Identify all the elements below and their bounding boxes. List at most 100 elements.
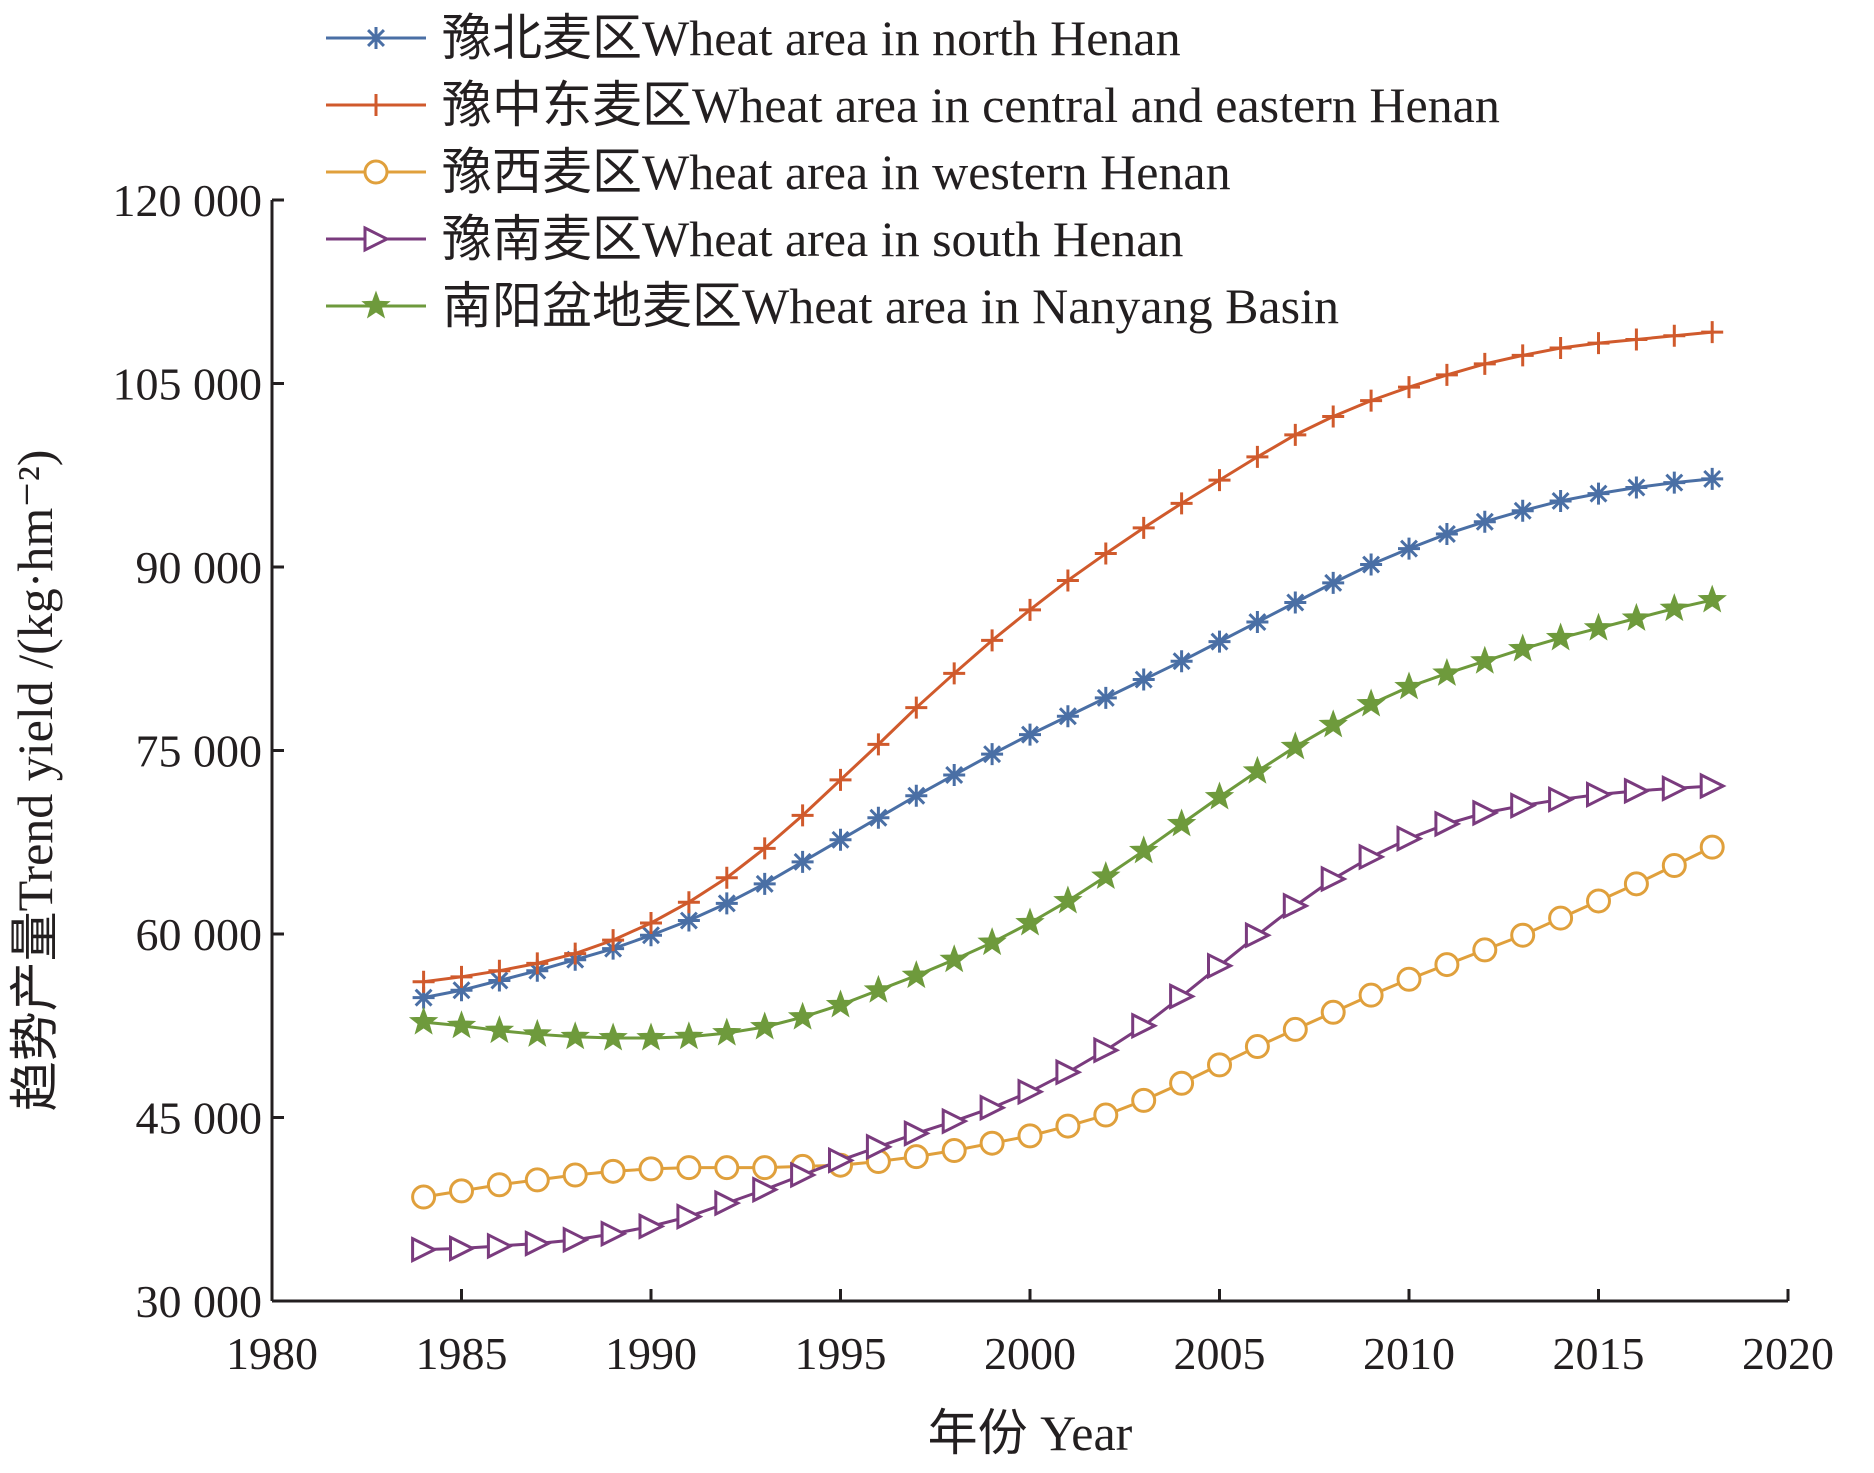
data-point	[1545, 622, 1576, 651]
data-point	[1166, 808, 1197, 837]
data-point	[636, 1022, 666, 1051]
data-point	[1246, 445, 1269, 468]
data-point	[1398, 537, 1420, 560]
x-tick-label: 2005	[1174, 1328, 1266, 1379]
data-point	[1548, 786, 1575, 813]
data-point	[1701, 321, 1724, 344]
data-point	[1356, 688, 1386, 717]
legend-item: 豫西麦区Wheat area in western Henan	[326, 144, 1231, 200]
data-point	[600, 1220, 628, 1248]
data-point	[1360, 553, 1383, 576]
data-point	[752, 1155, 778, 1181]
data-point	[562, 1226, 590, 1254]
series-2	[412, 321, 1724, 993]
data-point	[600, 1158, 626, 1184]
data-point	[1207, 952, 1234, 980]
data-point	[1398, 376, 1420, 399]
data-point	[867, 733, 890, 756]
data-point	[1091, 861, 1121, 890]
data-point	[1697, 584, 1727, 613]
data-point	[714, 1155, 740, 1181]
y-tick-label: 30 000	[136, 1276, 263, 1327]
data-point	[1586, 781, 1613, 808]
legend-item: 豫南麦区Wheat area in south Henan	[326, 211, 1183, 267]
data-point	[1204, 781, 1235, 810]
data-point	[1094, 686, 1117, 709]
y-tick-label: 105 000	[113, 359, 263, 410]
data-point	[1017, 1123, 1043, 1149]
y-axis-title: 趋势产量Trend yield /(kg·hm⁻²)	[7, 450, 63, 1112]
data-point	[449, 1178, 474, 1204]
data-point	[905, 784, 928, 807]
data-point	[598, 1022, 628, 1051]
data-point	[602, 929, 625, 952]
data-point	[1661, 852, 1687, 878]
data-point	[1358, 843, 1386, 871]
data-point	[829, 828, 852, 851]
data-point	[1131, 1012, 1159, 1040]
data-point	[829, 768, 852, 791]
data-point	[753, 872, 776, 895]
data-point	[1511, 499, 1534, 522]
data-point	[1056, 705, 1079, 728]
data-point	[1623, 777, 1651, 805]
data-point	[1470, 645, 1500, 674]
data-point	[1510, 922, 1536, 948]
data-point	[903, 1119, 931, 1147]
data-point	[1282, 892, 1310, 920]
data-point	[1208, 469, 1231, 492]
y-axis-ticks: 30 000 45 000 60 000 75 000 90 000 105 000 120…	[113, 175, 284, 1327]
data-point	[1280, 731, 1310, 760]
data-point	[1511, 344, 1534, 367]
data-point	[1587, 332, 1610, 355]
data-point	[1131, 1087, 1157, 1113]
data-point	[674, 1021, 704, 1050]
data-point	[1435, 363, 1458, 386]
series-line	[423, 598, 1713, 1040]
data-point	[981, 629, 1004, 652]
data-point	[1244, 1034, 1270, 1060]
data-point	[1699, 834, 1725, 860]
legend-marker	[363, 159, 389, 185]
data-point	[1053, 885, 1083, 914]
data-point	[1473, 510, 1496, 533]
data-point	[450, 965, 473, 988]
data-point	[411, 1236, 438, 1264]
data-point	[752, 1176, 780, 1204]
data-point	[1394, 671, 1424, 700]
data-point	[943, 763, 966, 786]
legend-label: 豫中东麦区Wheat area in central and eastern H…	[442, 77, 1500, 133]
legend-label: 豫北麦区Wheat area in north Henan	[442, 10, 1181, 66]
data-point	[450, 979, 473, 1002]
y-tick-label: 90 000	[136, 542, 263, 593]
data-point	[1132, 516, 1155, 539]
data-point	[939, 944, 969, 973]
data-point	[1055, 1058, 1083, 1086]
data-point	[1623, 871, 1649, 897]
data-point	[446, 1010, 477, 1039]
data-point	[1434, 810, 1462, 838]
data-point	[714, 1189, 742, 1217]
data-point	[1019, 723, 1041, 746]
data-point	[1322, 571, 1345, 594]
data-point	[676, 1203, 704, 1231]
y-tick-label: 120 000	[113, 175, 263, 226]
data-point	[488, 959, 511, 982]
data-point	[1246, 611, 1269, 634]
data-point	[1587, 482, 1610, 505]
data-point	[1549, 489, 1572, 512]
x-axis-ticks: 1980 1985 1990 1995 2000 2005 2010 2015 2020	[226, 1289, 1834, 1379]
data-point	[905, 696, 928, 719]
data-point	[486, 1232, 514, 1260]
data-point	[676, 1155, 702, 1181]
legend-marker	[361, 290, 391, 319]
x-tick-label: 2015	[1553, 1328, 1645, 1379]
data-point	[1434, 952, 1460, 978]
data-point	[981, 743, 1004, 766]
y-tick-label: 75 000	[136, 726, 263, 777]
data-point	[677, 909, 700, 932]
data-point	[1170, 492, 1193, 515]
legend-label: 豫西麦区Wheat area in western Henan	[442, 144, 1231, 200]
data-point	[979, 1094, 1007, 1122]
